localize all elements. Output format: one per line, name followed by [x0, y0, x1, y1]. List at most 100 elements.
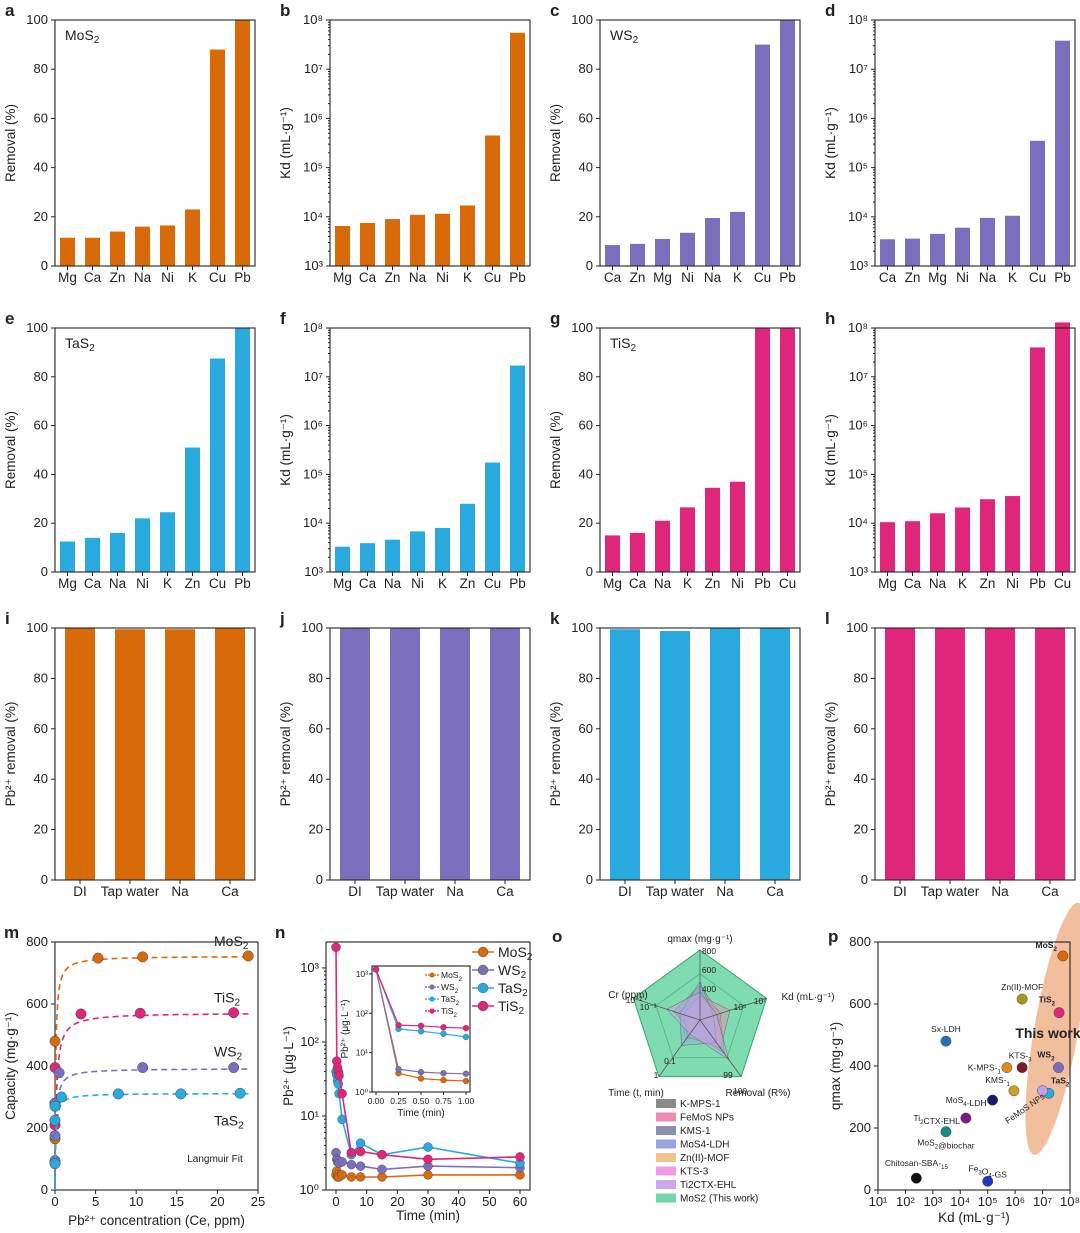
- data-point: [355, 1138, 366, 1148]
- bar-na: [110, 532, 125, 572]
- x-tick-label: Ni: [161, 270, 174, 285]
- x-tick-label: Pb: [779, 270, 796, 285]
- x-tick-label: K: [733, 270, 742, 285]
- y-tick-label: 100: [26, 320, 48, 335]
- inset-point: [462, 1024, 470, 1032]
- bar-na: [410, 214, 425, 266]
- bar-zn: [185, 447, 200, 572]
- y-tick-label: 10⁴: [848, 515, 868, 530]
- inset-legend-label: TiS2: [441, 1006, 457, 1019]
- y-tick-label: 40: [854, 771, 868, 786]
- y-tick-label: 60: [34, 110, 48, 125]
- radar-axis-label: Cr (ppm): [608, 990, 647, 1001]
- point-label: KTS-3: [1009, 1051, 1032, 1064]
- data-point: [137, 951, 149, 963]
- x-tick-label: Zn: [110, 270, 126, 285]
- inset-y-tick-label: 10²: [356, 1008, 368, 1018]
- y-tick-label: 0: [586, 872, 593, 887]
- panel-l: l DI Tap water Na Ca 0 20 40 60 80 100 Pb²⁺ removal…: [823, 609, 1076, 899]
- bar-mg: [605, 535, 620, 572]
- inset-point: [395, 1021, 402, 1029]
- x-tick-label: K: [683, 576, 692, 591]
- data-point: [940, 1126, 952, 1138]
- inset-legend-marker: [429, 972, 435, 978]
- bar-ni: [160, 225, 175, 266]
- x-tick-label: Cu: [754, 270, 771, 285]
- inset-y-tick-label: 10⁰: [355, 1087, 368, 1097]
- data-point: [134, 1007, 146, 1019]
- panel-f: f Mg Ca Na Ni K Zn Cu Pb 10³ 10⁴ 10⁵ 10⁶ 10⁷ 10⁸ Kd (mL…: [278, 309, 531, 591]
- x-axis-label: Time (min): [396, 1208, 460, 1223]
- inset-point: [417, 1028, 425, 1035]
- y-tick-label: 200: [849, 1120, 871, 1135]
- y-axis-label: Pb²⁺ removal (%): [278, 702, 293, 807]
- plot-frame: [599, 19, 801, 267]
- x-tick-label: 10⁷: [1033, 1194, 1052, 1209]
- x-tick-label: K: [958, 576, 967, 591]
- y-tick-label: 0: [586, 564, 593, 579]
- radar-spoke: [633, 997, 701, 1021]
- bar-mg: [335, 226, 350, 266]
- panel-letter: p: [828, 927, 838, 946]
- bar-k: [460, 205, 475, 266]
- x-tick-label: 40: [451, 1194, 465, 1209]
- x-tick-label: 30: [421, 1194, 435, 1209]
- x-tick-label: K: [463, 270, 472, 285]
- panel-letter: c: [550, 1, 559, 20]
- radar-grid: [677, 996, 723, 1040]
- panel-o: o qmax (mg·g⁻¹) Kd (mL·g⁻¹) Removal (R%) Tim…: [552, 927, 835, 1205]
- y-tick-label: 10⁰: [299, 1182, 319, 1197]
- bar-na: [385, 539, 400, 572]
- data-point: [49, 1114, 61, 1126]
- bar-zn: [980, 499, 995, 572]
- panel-g: g Mg Ca Na K Zn Ni Pb Cu 0 20 40 60 80 100 Removal (%) T…: [548, 309, 801, 591]
- fit-curve-tas2: [54, 1092, 250, 1190]
- y-tick-label: 100: [571, 320, 593, 335]
- x-tick-label: Zn: [460, 576, 476, 591]
- radar-grid: [655, 973, 745, 1058]
- bar-zn: [385, 219, 400, 266]
- data-point: [1057, 950, 1069, 962]
- y-tick-label: 80: [579, 670, 593, 685]
- bar-ca: [630, 532, 645, 572]
- bar-na: [710, 628, 740, 880]
- radar-tick-label: 99: [723, 1070, 733, 1080]
- fit-curve-mos2: [54, 956, 250, 1190]
- plot-frame: [874, 627, 1076, 881]
- bar-na: [930, 513, 945, 572]
- y-axis-label: Removal (%): [548, 104, 563, 182]
- x-tick-label: Zn: [705, 576, 721, 591]
- bar-na: [135, 226, 150, 266]
- panel-e: e Mg Ca Na Ni K Zn Cu Pb 0 20 40 60 80 100 Removal (%) T…: [3, 309, 256, 591]
- y-tick-label: 60: [854, 721, 868, 736]
- x-tick-label: Ni: [681, 270, 694, 285]
- inset-legend-label: WS2: [441, 982, 459, 995]
- y-tick-label: 10⁴: [848, 209, 868, 224]
- legend-swatch: [656, 1112, 676, 1122]
- bar-zn: [460, 503, 475, 572]
- y-tick-label: 10⁵: [303, 466, 323, 481]
- bar-pb: [235, 328, 250, 572]
- y-tick-label: 60: [579, 110, 593, 125]
- inset-point: [440, 1076, 447, 1084]
- series-label-ws2: WS2: [214, 1043, 243, 1062]
- y-tick-label: 10⁷: [304, 369, 323, 384]
- x-tick-label: 20: [390, 1194, 404, 1209]
- panel-m: m 0 5 10 15 20 25 0 200 400 600 800 Capacity (mg·g⁻¹…: [3, 923, 265, 1228]
- x-tick-label: Na: [716, 884, 734, 899]
- y-axis-label: Capacity (mg·g⁻¹): [3, 1012, 18, 1120]
- y-tick-label: 10⁷: [849, 369, 868, 384]
- x-tick-label: Pb: [509, 576, 526, 591]
- y-tick-label: 100: [846, 620, 868, 635]
- x-tick-label: K: [163, 576, 172, 591]
- y-axis-label: Removal (%): [3, 411, 18, 489]
- panel-letter: m: [4, 923, 19, 942]
- bar-ni: [955, 227, 970, 266]
- data-point: [987, 1094, 998, 1106]
- data-point: [377, 1164, 387, 1175]
- legend-label: WS2: [498, 962, 527, 981]
- bar-tap-water: [935, 628, 965, 880]
- data-point: [337, 1170, 347, 1180]
- bar-k: [160, 512, 175, 572]
- data-point: [228, 1007, 240, 1019]
